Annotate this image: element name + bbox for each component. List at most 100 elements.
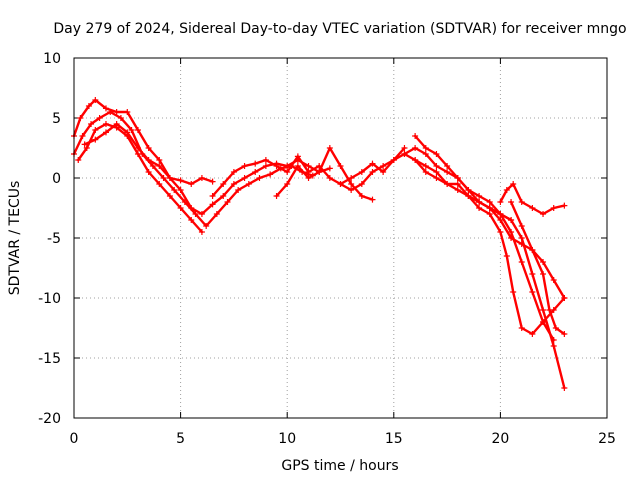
data-point (145, 157, 152, 163)
data-point (294, 163, 301, 169)
data-point (497, 229, 504, 235)
data-point (518, 223, 525, 229)
data-point (134, 127, 141, 133)
data-point (209, 193, 216, 199)
data-point (348, 175, 355, 181)
data-point (465, 187, 472, 193)
data-point (540, 271, 547, 277)
data-point (316, 169, 323, 175)
data-point (230, 169, 237, 175)
data-point (81, 141, 88, 148)
data-point (203, 223, 210, 229)
data-point (92, 136, 99, 143)
data-point (497, 217, 504, 223)
data-point (510, 289, 517, 295)
y-tick-label: -20 (38, 411, 61, 427)
data-point (412, 133, 419, 139)
data-point (102, 121, 109, 127)
data-point (262, 163, 269, 169)
data-point (113, 121, 120, 127)
data-point (529, 271, 536, 277)
data-point (156, 181, 163, 187)
data-point (422, 145, 429, 151)
series-line (413, 158, 566, 300)
data-point (561, 385, 568, 391)
data-point (476, 199, 483, 205)
data-point (358, 193, 365, 199)
data-point (102, 129, 109, 136)
data-point (273, 163, 280, 169)
data-point (171, 187, 178, 193)
data-point (401, 151, 408, 157)
data-point (294, 153, 301, 160)
data-point (497, 199, 504, 205)
data-point (369, 160, 376, 167)
data-point (540, 307, 547, 313)
data-point (546, 307, 553, 313)
data-point (529, 289, 536, 295)
y-tick-label: 5 (52, 111, 61, 127)
x-axis-label: GPS time / hours (281, 458, 398, 474)
series-sat-f (273, 145, 376, 203)
data-point (348, 187, 355, 193)
data-point (561, 331, 568, 337)
data-point (444, 169, 451, 175)
data-point (508, 217, 515, 223)
data-point (422, 163, 429, 169)
data-point (369, 169, 376, 175)
data-point (540, 319, 547, 325)
y-tick-label: -15 (38, 351, 61, 367)
data-point (358, 181, 365, 187)
data-point (83, 145, 90, 151)
data-point (220, 193, 227, 199)
series-sat-d (81, 121, 216, 187)
data-series (71, 97, 568, 391)
data-point (454, 187, 461, 193)
y-tick-labels: 10 5 0 -5 -10 -15 -20 (38, 51, 61, 427)
data-point (88, 121, 95, 127)
data-point (241, 163, 248, 169)
data-point (198, 175, 205, 181)
y-tick-label: 10 (43, 51, 61, 67)
data-point (245, 181, 252, 187)
data-point (113, 109, 120, 115)
series-sat-c (75, 121, 205, 235)
x-tick-label: 5 (176, 431, 185, 447)
series-sat-k (465, 193, 568, 337)
data-point (230, 181, 237, 187)
data-point (166, 175, 173, 181)
data-point (390, 157, 397, 163)
data-point (401, 145, 408, 151)
data-point (369, 196, 376, 203)
series-sat-l (497, 181, 568, 217)
data-point (256, 175, 263, 181)
data-point (145, 145, 152, 151)
data-point (77, 115, 84, 121)
data-point (337, 181, 344, 187)
data-point (550, 343, 557, 349)
data-point (262, 157, 269, 163)
data-point (561, 202, 568, 209)
data-point (422, 151, 429, 157)
data-point (518, 259, 525, 265)
x-tick-label: 0 (70, 431, 79, 447)
data-point (149, 163, 156, 169)
data-point (380, 163, 387, 169)
data-point (252, 169, 259, 175)
series-line (339, 146, 513, 222)
data-point (444, 163, 451, 169)
data-point (177, 177, 184, 184)
data-point (75, 157, 82, 163)
series-line (413, 134, 555, 342)
data-point (465, 193, 472, 199)
y-tick-label: 0 (52, 171, 61, 187)
data-point (305, 169, 312, 175)
data-point (134, 151, 141, 157)
data-point (326, 175, 333, 181)
data-point (486, 205, 493, 211)
data-point (518, 241, 525, 247)
data-point (284, 181, 291, 187)
data-point (529, 247, 536, 253)
data-point (188, 217, 195, 223)
